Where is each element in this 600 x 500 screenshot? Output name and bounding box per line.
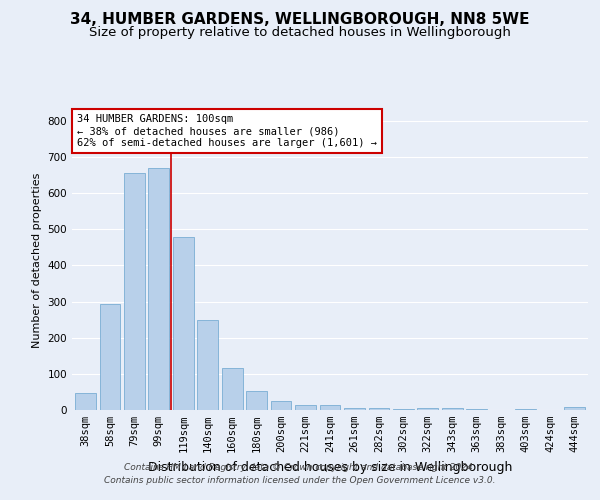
Bar	[320, 405, 340, 410]
Bar	[271, 401, 292, 410]
Y-axis label: Number of detached properties: Number of detached properties	[32, 172, 42, 348]
Bar	[173, 237, 194, 410]
Bar	[148, 168, 169, 410]
Bar	[418, 408, 438, 410]
Text: Contains public sector information licensed under the Open Government Licence v3: Contains public sector information licen…	[104, 476, 496, 485]
Bar	[222, 368, 242, 410]
Bar	[197, 320, 218, 410]
Bar	[466, 408, 487, 410]
Bar	[246, 391, 267, 410]
Bar	[295, 404, 316, 410]
Bar	[393, 408, 414, 410]
X-axis label: Distribution of detached houses by size in Wellingborough: Distribution of detached houses by size …	[148, 460, 512, 473]
Text: 34, HUMBER GARDENS, WELLINGBOROUGH, NN8 5WE: 34, HUMBER GARDENS, WELLINGBOROUGH, NN8 …	[70, 12, 530, 28]
Text: Size of property relative to detached houses in Wellingborough: Size of property relative to detached ho…	[89, 26, 511, 39]
Bar	[344, 408, 365, 410]
Bar	[75, 393, 96, 410]
Bar	[368, 408, 389, 410]
Bar	[515, 408, 536, 410]
Bar	[564, 408, 585, 410]
Bar	[442, 408, 463, 410]
Text: 34 HUMBER GARDENS: 100sqm
← 38% of detached houses are smaller (986)
62% of semi: 34 HUMBER GARDENS: 100sqm ← 38% of detac…	[77, 114, 377, 148]
Bar	[124, 174, 145, 410]
Text: Contains HM Land Registry data © Crown copyright and database right 2024.: Contains HM Land Registry data © Crown c…	[124, 464, 476, 472]
Bar	[100, 304, 120, 410]
